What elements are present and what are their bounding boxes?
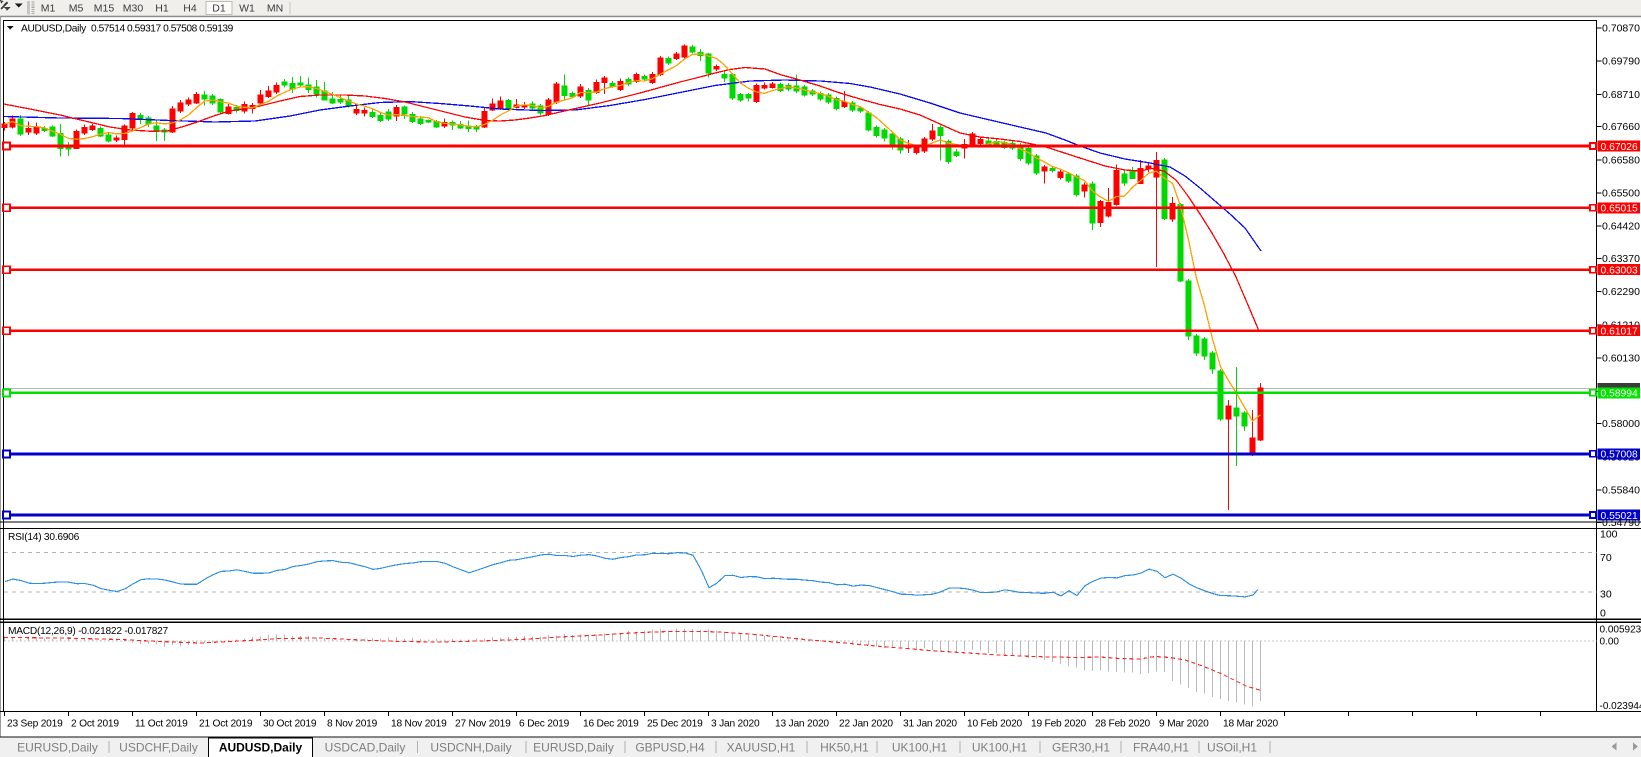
svg-text:0.66580: 0.66580 — [1602, 154, 1640, 166]
svg-text:0.62290: 0.62290 — [1602, 286, 1640, 298]
svg-text:18 Nov 2019: 18 Nov 2019 — [391, 719, 447, 730]
svg-text:0.57514 0.59317 0.57508 0.5913: 0.57514 0.59317 0.57508 0.59139 — [91, 24, 234, 35]
svg-text:RSI(14) 30.6906: RSI(14) 30.6906 — [8, 532, 80, 543]
svg-text:USDCNH,Daily: USDCNH,Daily — [430, 741, 511, 755]
svg-text:M30: M30 — [123, 3, 144, 15]
svg-text:UK100,H1: UK100,H1 — [892, 741, 948, 755]
svg-text:FRA40,H1: FRA40,H1 — [1133, 741, 1189, 755]
svg-text:10 Feb 2020: 10 Feb 2020 — [967, 719, 1023, 730]
svg-text:0.61017: 0.61017 — [1601, 327, 1638, 338]
svg-text:6 Dec 2019: 6 Dec 2019 — [519, 719, 570, 730]
svg-text:AUDUSD,Daily: AUDUSD,Daily — [21, 24, 87, 35]
svg-text:0.005923: 0.005923 — [1600, 625, 1641, 636]
svg-text:AUDUSD,Daily: AUDUSD,Daily — [219, 741, 303, 755]
svg-text:0.00: 0.00 — [1600, 637, 1620, 648]
svg-text:21 Oct 2019: 21 Oct 2019 — [199, 719, 253, 730]
svg-text:0.65500: 0.65500 — [1602, 188, 1640, 200]
svg-text:27 Nov 2019: 27 Nov 2019 — [455, 719, 511, 730]
svg-text:19 Feb 2020: 19 Feb 2020 — [1031, 719, 1087, 730]
svg-text:EURUSD,Daily: EURUSD,Daily — [533, 741, 614, 755]
svg-text:0: 0 — [1600, 608, 1606, 620]
svg-text:0.65015: 0.65015 — [1601, 204, 1638, 215]
svg-text:MN: MN — [267, 3, 283, 15]
svg-text:MACD(12,26,9) -0.021822 -0.017: MACD(12,26,9) -0.021822 -0.017827 — [8, 626, 169, 637]
svg-text:0.57008: 0.57008 — [1601, 450, 1638, 461]
svg-text:USDCAD,Daily: USDCAD,Daily — [325, 741, 406, 755]
svg-text:0.68710: 0.68710 — [1602, 89, 1640, 101]
svg-text:31 Jan 2020: 31 Jan 2020 — [903, 719, 957, 730]
svg-text:M1: M1 — [41, 3, 56, 15]
svg-text:3 Jan 2020: 3 Jan 2020 — [711, 719, 760, 730]
svg-text:30 Oct 2019: 30 Oct 2019 — [263, 719, 317, 730]
svg-text:0.69790: 0.69790 — [1602, 56, 1640, 68]
svg-text:0.64420: 0.64420 — [1602, 221, 1640, 233]
svg-text:13 Jan 2020: 13 Jan 2020 — [775, 719, 829, 730]
svg-text:D1: D1 — [212, 3, 226, 15]
svg-text:30: 30 — [1600, 589, 1612, 601]
svg-text:8 Nov 2019: 8 Nov 2019 — [327, 719, 378, 730]
svg-text:M15: M15 — [94, 3, 115, 15]
svg-text:23 Sep 2019: 23 Sep 2019 — [7, 719, 63, 730]
svg-text:0.67660: 0.67660 — [1602, 121, 1640, 133]
svg-text:H1: H1 — [155, 3, 169, 15]
svg-text:0.55021: 0.55021 — [1601, 511, 1638, 522]
svg-text:-0.023944: -0.023944 — [1600, 701, 1641, 712]
svg-text:0.63003: 0.63003 — [1601, 266, 1638, 277]
svg-text:0.58000: 0.58000 — [1602, 418, 1640, 430]
svg-text:EURUSD,Daily: EURUSD,Daily — [17, 741, 98, 755]
svg-text:0.67026: 0.67026 — [1601, 142, 1638, 153]
svg-text:HK50,H1: HK50,H1 — [820, 741, 869, 755]
svg-text:9 Mar 2020: 9 Mar 2020 — [1159, 719, 1209, 730]
svg-text:18 Mar 2020: 18 Mar 2020 — [1223, 719, 1279, 730]
svg-text:USDCHF,Daily: USDCHF,Daily — [119, 741, 198, 755]
svg-text:0.70870: 0.70870 — [1602, 22, 1640, 34]
svg-text:25 Dec 2019: 25 Dec 2019 — [647, 719, 703, 730]
svg-text:0.58994: 0.58994 — [1601, 389, 1638, 400]
svg-text:M5: M5 — [69, 3, 84, 15]
svg-text:UK100,H1: UK100,H1 — [972, 741, 1028, 755]
svg-text:70: 70 — [1600, 552, 1612, 564]
svg-text:W1: W1 — [239, 3, 255, 15]
svg-text:2 Oct 2019: 2 Oct 2019 — [71, 719, 119, 730]
svg-text:H4: H4 — [183, 3, 197, 15]
svg-text:XAUUSD,H1: XAUUSD,H1 — [727, 741, 796, 755]
svg-text:16 Dec 2019: 16 Dec 2019 — [583, 719, 639, 730]
svg-text:GER30,H1: GER30,H1 — [1052, 741, 1110, 755]
svg-text:0.60130: 0.60130 — [1602, 353, 1640, 365]
svg-text:28 Feb 2020: 28 Feb 2020 — [1095, 719, 1151, 730]
svg-text:100: 100 — [1600, 529, 1618, 541]
svg-text:0.63370: 0.63370 — [1602, 253, 1640, 265]
svg-text:0.55840: 0.55840 — [1602, 485, 1640, 497]
svg-text:11 Oct 2019: 11 Oct 2019 — [135, 719, 188, 730]
svg-text:USOil,H1: USOil,H1 — [1207, 741, 1257, 755]
svg-text:22 Jan 2020: 22 Jan 2020 — [839, 719, 893, 730]
svg-text:GBPUSD,H4: GBPUSD,H4 — [635, 741, 705, 755]
